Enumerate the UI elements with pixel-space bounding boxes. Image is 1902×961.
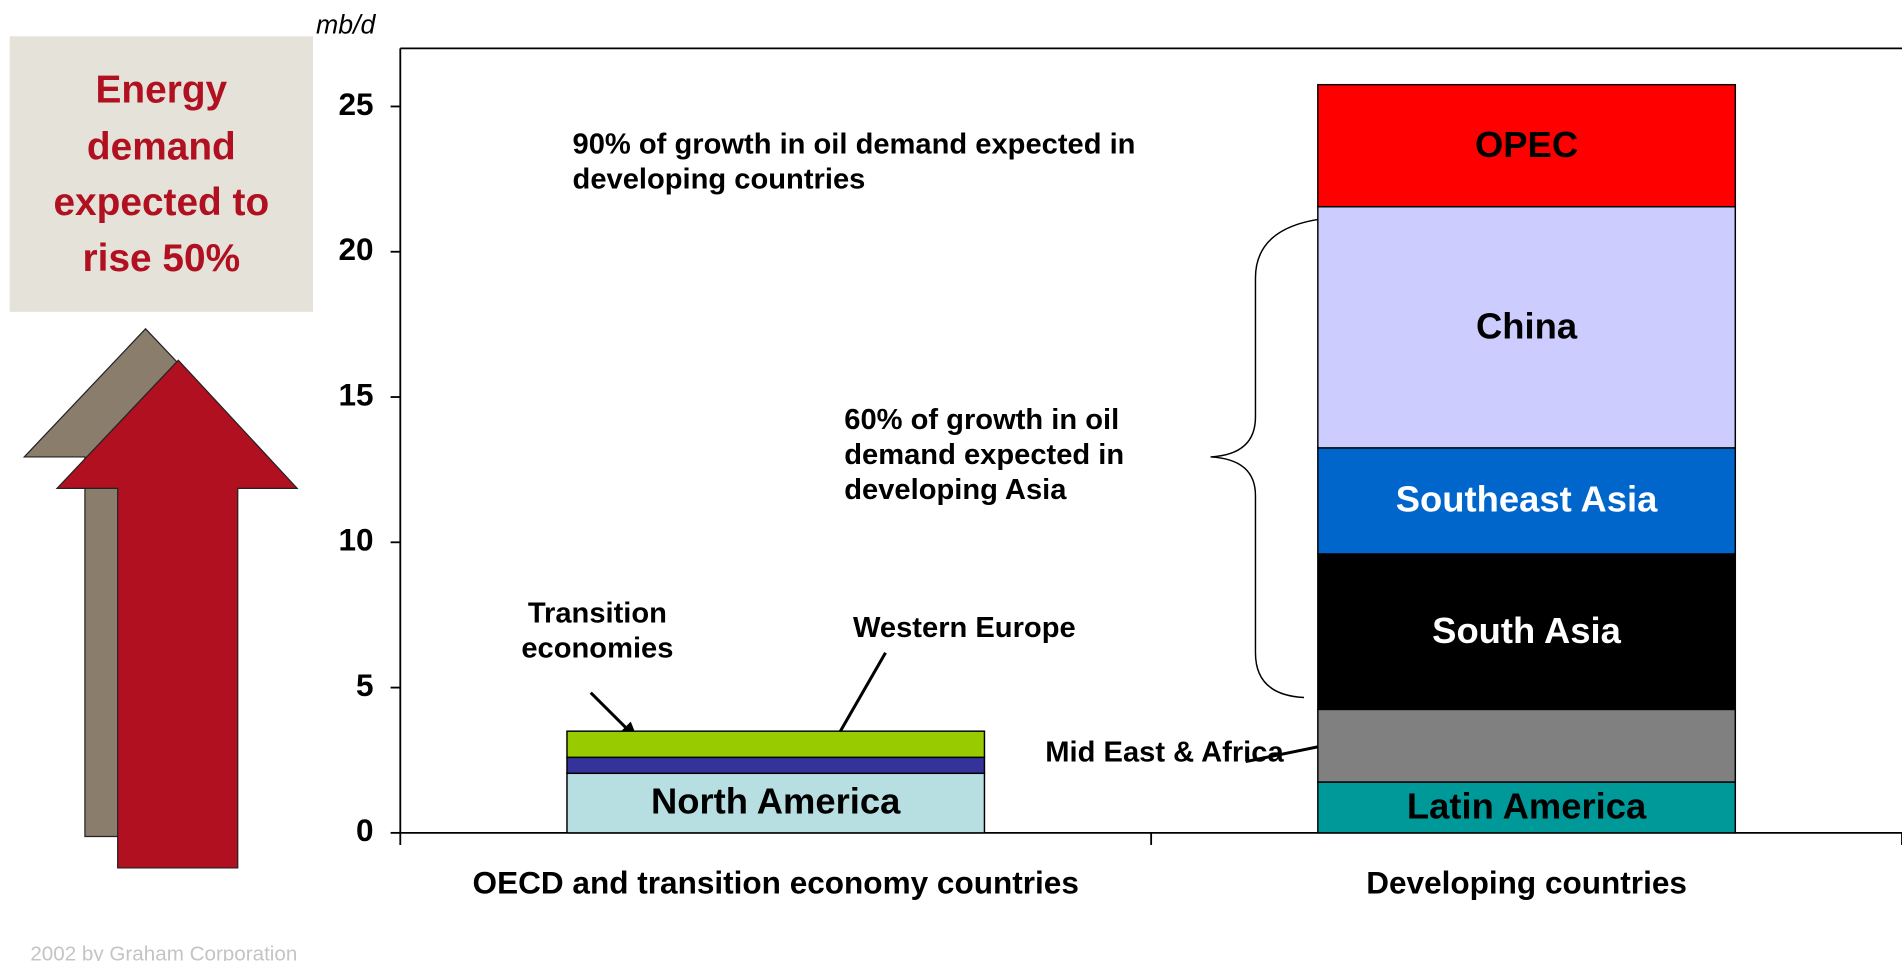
y-tick-label: 5: [356, 668, 374, 703]
segment-label-box: South Asia: [1432, 611, 1621, 651]
y-tick-label: 25: [339, 87, 374, 122]
red-arrow: [55, 359, 299, 869]
bar-segment: [566, 772, 986, 834]
bar-segment: [1317, 205, 1737, 449]
footer: 2002 by Graham Corporation: [30, 942, 297, 961]
segment-label: South Asia: [1432, 611, 1621, 651]
x-tick-label: OECD and transition economy countries: [472, 864, 1079, 901]
segment-label-box: Latin America: [1406, 786, 1647, 827]
series-label-box: Mid East & Africa: [1045, 735, 1284, 769]
segment-label-box: North America: [650, 782, 901, 823]
bar-segment: [566, 756, 986, 775]
annotation: 60% of growth in oil demand expected in …: [844, 404, 1125, 507]
pointer-arrow: [589, 691, 632, 734]
bar-segment: [1317, 83, 1737, 208]
segment-label-box: Southeast Asia: [1395, 480, 1658, 521]
bar-segment: [1317, 781, 1737, 834]
y-tick-label: 0: [356, 813, 374, 848]
bar-segment: [566, 730, 986, 759]
x-tick-label: Developing countries: [1366, 864, 1687, 901]
callout-box: [9, 36, 313, 312]
segment-label: North America: [650, 782, 901, 823]
segment-label: Southeast Asia: [1395, 480, 1658, 521]
annotation-box: 90% of growth in oil demand expected in …: [572, 128, 1136, 196]
bar-segment: [1317, 708, 1737, 783]
callout-text: Energy demand expected to rise 50%: [53, 67, 270, 280]
y-axis-label: mb/d: [316, 10, 376, 40]
series-label-box: Western Europe: [852, 611, 1076, 644]
callout-text-box: Energy demand expected to rise 50%: [53, 67, 270, 280]
x-tick-label-box: OECD and transition economy countries: [472, 864, 1079, 901]
segment-label-box: OPEC: [1474, 125, 1579, 166]
annotation-box: 60% of growth in oil demand expected in …: [844, 404, 1125, 507]
y-tick-label: 20: [339, 232, 374, 267]
segment-label: China: [1476, 306, 1578, 347]
segment-label: Latin America: [1406, 786, 1647, 827]
series-label-box: Transition economies: [521, 597, 674, 665]
bar-segment: [1317, 553, 1737, 711]
y-tick-label: 15: [339, 377, 374, 412]
segment-label-box: China: [1476, 306, 1578, 347]
series-label: Mid East & Africa: [1045, 735, 1284, 769]
series-label: Transition economies: [521, 597, 674, 665]
series-label: Western Europe: [852, 611, 1076, 644]
y-tick-label: 10: [339, 523, 374, 558]
bar-segment: [1317, 447, 1737, 555]
x-tick-label-box: Developing countries: [1366, 864, 1687, 901]
segment-label: OPEC: [1474, 125, 1579, 166]
brace: [1210, 216, 1335, 699]
annotation: 90% of growth in oil demand expected in …: [572, 128, 1136, 196]
